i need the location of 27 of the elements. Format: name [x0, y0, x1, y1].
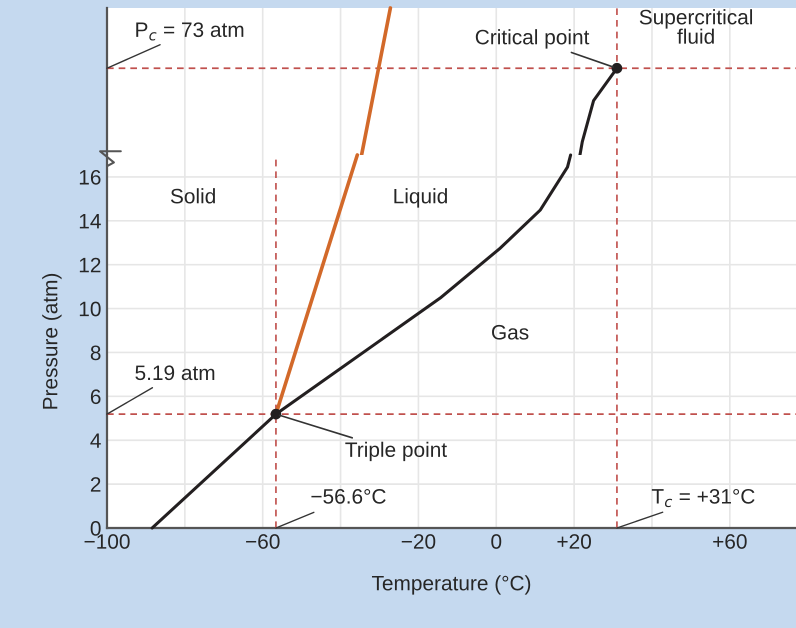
- y-tick-label: 14: [80, 214, 101, 228]
- y-tick-label: 4: [90, 433, 101, 448]
- y-tick-label: 12: [80, 258, 100, 272]
- y-tick-label: 16: [80, 170, 101, 185]
- x-tick-label: −20: [402, 534, 436, 549]
- x-tick-label: −100: [84, 534, 130, 549]
- annotation: P$_{c}$ = 73 atm: [136, 22, 244, 40]
- annotation: Gas: [492, 324, 528, 340]
- annotation: Critical point: [476, 29, 590, 49]
- annotation: Triple point: [345, 442, 447, 462]
- ref-line-label: −56.6°C: [311, 489, 386, 504]
- ref-line-label: 5.19 atm: [135, 365, 214, 380]
- annotation: Solid: [170, 188, 215, 204]
- x-tick-label: −60: [246, 534, 280, 549]
- x-tick-label: +60: [713, 534, 747, 549]
- y-tick-label: 0: [90, 521, 101, 536]
- x-axis-title: Temperature (°C): [372, 575, 530, 595]
- y-tick-label: 6: [90, 389, 101, 404]
- y-tick-label: 2: [90, 477, 100, 492]
- y-tick-label: 8: [90, 345, 101, 360]
- x-tick-label: 0: [491, 534, 502, 549]
- y-axis-title: Pressure (atm): [42, 274, 62, 409]
- ref-line-label: T$_{c}$ = +31°C: [652, 488, 755, 508]
- annotation: Liquid: [394, 188, 447, 208]
- annotation: Supercritical fluid: [640, 9, 752, 44]
- y-tick-label: 10: [80, 302, 101, 316]
- x-tick-label: +20: [557, 534, 591, 549]
